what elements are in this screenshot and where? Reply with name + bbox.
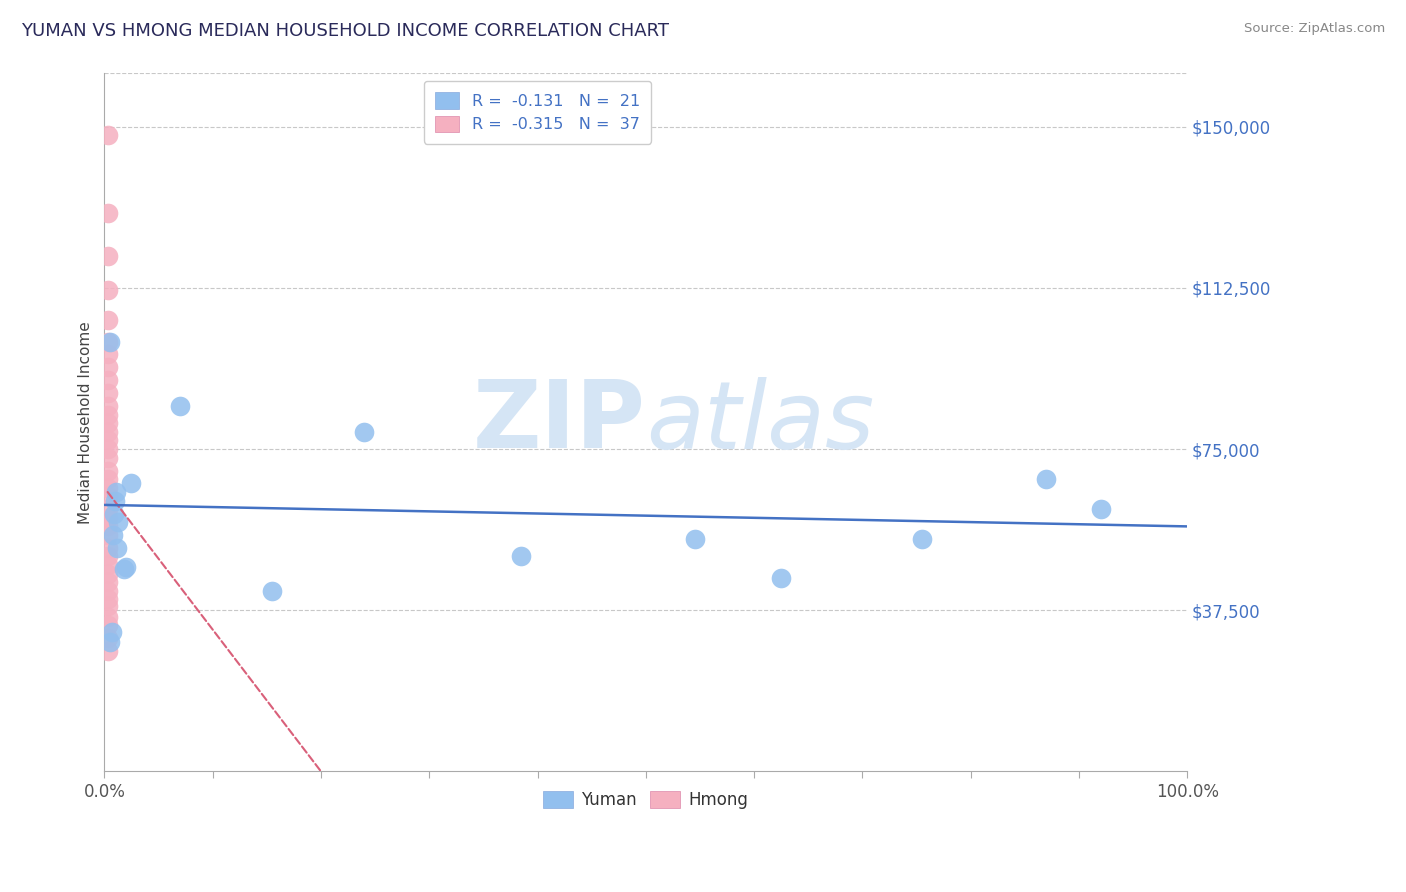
Y-axis label: Median Household Income: Median Household Income [79, 321, 93, 524]
Point [1090, 502, 1112, 516]
Point [97, 549, 120, 564]
Point [97, 528, 120, 542]
Point [97, 502, 120, 516]
Point [97, 644, 120, 658]
Point [97, 599, 120, 613]
Text: Source: ZipAtlas.com: Source: ZipAtlas.com [1244, 22, 1385, 36]
Point [101, 528, 124, 542]
Point [112, 562, 135, 576]
Point [97, 566, 120, 581]
Point [97, 434, 120, 448]
Point [104, 493, 127, 508]
Point [97, 631, 120, 645]
Text: ZIP: ZIP [472, 376, 645, 468]
Point [97, 541, 120, 555]
Point [97, 489, 120, 503]
Point [120, 476, 142, 491]
Text: YUMAN VS HMONG MEDIAN HOUSEHOLD INCOME CORRELATION CHART: YUMAN VS HMONG MEDIAN HOUSEHOLD INCOME C… [21, 22, 669, 40]
Point [107, 515, 129, 529]
Point [97, 472, 120, 486]
Point [97, 313, 120, 327]
Point [97, 408, 120, 422]
Point [97, 583, 120, 598]
Point [98, 334, 121, 349]
Text: atlas: atlas [645, 376, 875, 467]
Point [97, 128, 120, 143]
Point [97, 464, 120, 478]
Point [97, 519, 120, 533]
Point [97, 481, 120, 495]
Point [97, 417, 120, 431]
Point [97, 283, 120, 297]
Point [97, 347, 120, 361]
Point [97, 450, 120, 465]
Point [97, 205, 120, 219]
Point [97, 399, 120, 413]
Point [97, 373, 120, 387]
Point [98, 635, 121, 649]
Point [97, 618, 120, 632]
Legend: Yuman, Hmong: Yuman, Hmong [537, 784, 755, 815]
Point [169, 399, 191, 413]
Point [262, 583, 284, 598]
Point [105, 485, 128, 500]
Point [97, 558, 120, 573]
Point [97, 249, 120, 263]
Point [353, 425, 375, 439]
Point [97, 442, 120, 456]
Point [683, 533, 706, 547]
Point [115, 560, 138, 574]
Point [97, 334, 120, 349]
Point [97, 386, 120, 401]
Point [97, 575, 120, 590]
Point [101, 624, 124, 639]
Point [770, 571, 793, 585]
Point [97, 511, 120, 525]
Point [97, 592, 120, 607]
Point [103, 507, 125, 521]
Point [97, 360, 120, 375]
Point [1035, 472, 1057, 486]
Point [105, 541, 128, 555]
Point [97, 609, 120, 624]
Point [510, 549, 533, 564]
Point [97, 425, 120, 439]
Point [911, 533, 934, 547]
